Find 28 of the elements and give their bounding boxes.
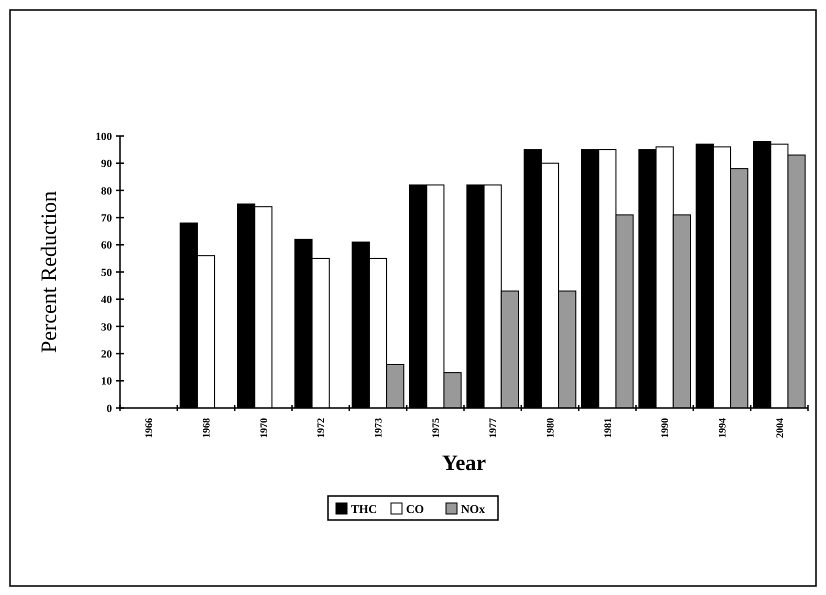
legend-label: NOx [461, 502, 485, 516]
legend-label: THC [351, 502, 378, 516]
x-tick-label: 1994 [718, 418, 728, 438]
x-tick-label: 1977 [488, 418, 500, 438]
y-tick-label: 80 [101, 185, 112, 198]
y-tick-label: 40 [101, 294, 112, 306]
y-tick-label: 0 [106, 402, 112, 415]
x-tick-label: 1968 [202, 418, 212, 438]
x-tick-label: 1981 [602, 418, 614, 438]
y-tick-label: 60 [101, 240, 112, 252]
y-tick-label: 70 [101, 212, 112, 224]
y-tick-label: 20 [101, 348, 112, 360]
x-tick-label: 2004 [774, 418, 786, 438]
y-axis-title: Percent Reduction [36, 191, 61, 353]
x-tick-label: 1970 [258, 418, 270, 438]
x-axis-title: Year [442, 450, 486, 475]
y-tick-label: 10 [101, 376, 112, 388]
x-tick-label: 1972 [316, 418, 328, 438]
y-tick-label: 100 [96, 130, 112, 143]
x-tick-label: 1990 [660, 418, 672, 438]
y-tick-label: 30 [101, 321, 112, 334]
x-tick-label: 1973 [374, 418, 384, 438]
x-tick-label: 1966 [144, 418, 156, 438]
y-tick-label: 90 [101, 158, 112, 170]
y-tick-label: 50 [101, 266, 112, 279]
legend-label: CO [406, 502, 424, 516]
x-tick-label: 1975 [430, 418, 442, 438]
x-tick-label: 1980 [546, 418, 556, 438]
